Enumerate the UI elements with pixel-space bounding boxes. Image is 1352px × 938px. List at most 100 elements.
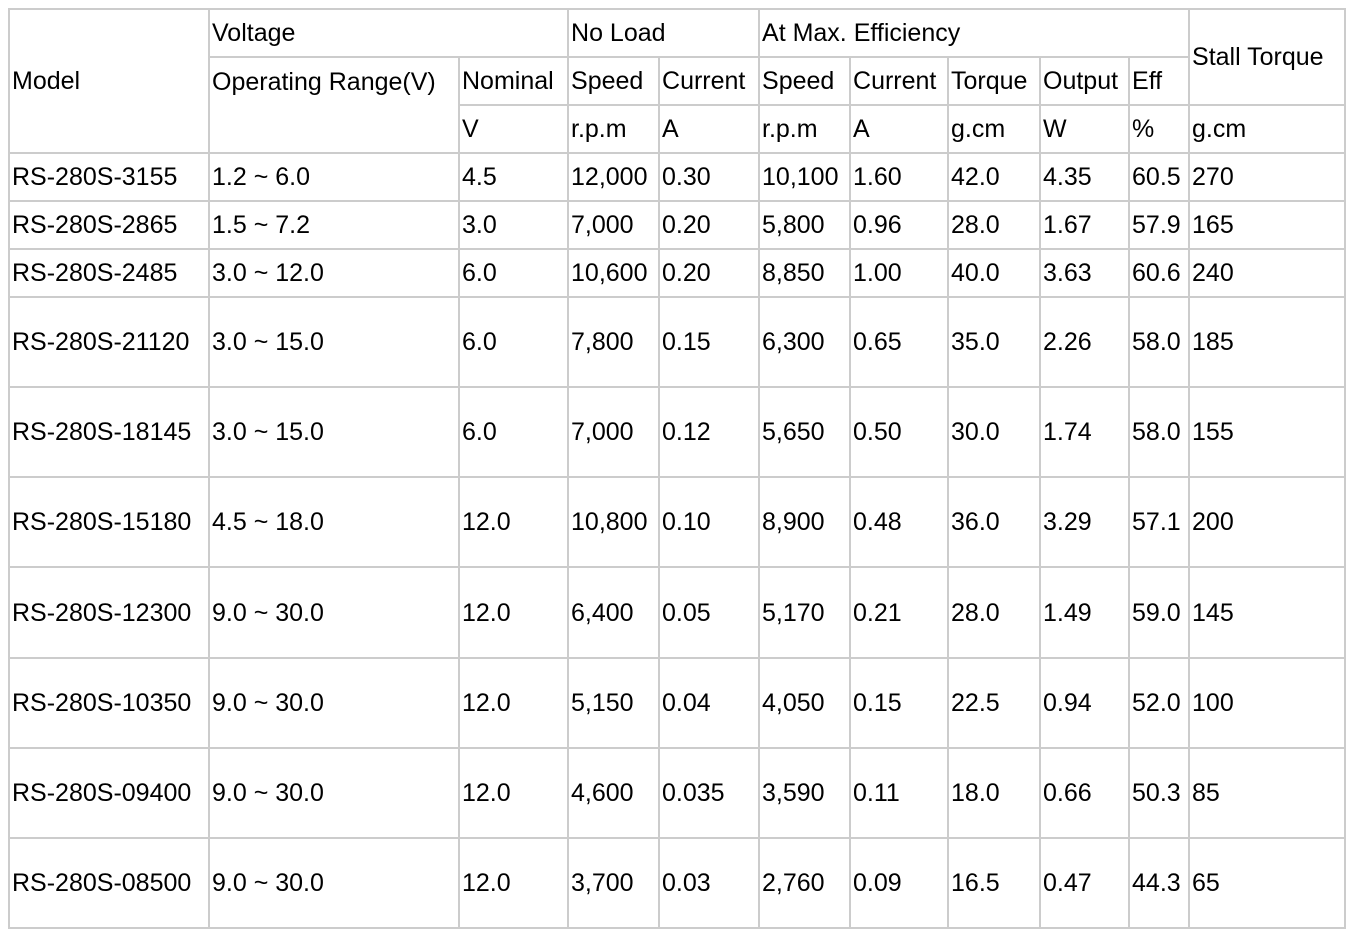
cell-max-eff-speed: 2,760 [758, 836, 852, 930]
cell-stall-torque: 270 [1188, 151, 1347, 203]
unit-torque: g.cm [947, 104, 1042, 154]
table-row: RS-280S-2485 3.0 ~ 12.0 6.0 10,600 0.20 … [8, 248, 1347, 299]
table-row: RS-280S-15180 4.5 ~ 18.0 12.0 10,800 0.1… [8, 476, 1347, 569]
cell-max-eff-output: 3.63 [1039, 248, 1131, 299]
cell-max-eff-torque: 22.5 [947, 656, 1042, 749]
cell-no-load-current: 0.30 [658, 151, 761, 203]
cell-model: RS-280S-15180 [8, 476, 210, 569]
unit-output: W [1039, 104, 1131, 154]
header-model: Model [8, 8, 210, 154]
cell-no-load-speed: 7,000 [567, 200, 661, 251]
cell-nominal-voltage: 6.0 [457, 296, 570, 389]
cell-max-eff-torque: 16.5 [947, 836, 1042, 930]
cell-model: RS-280S-2485 [8, 248, 210, 299]
cell-max-eff-eff: 60.6 [1128, 248, 1191, 299]
cell-operating-range: 4.5 ~ 18.0 [208, 476, 460, 569]
cell-max-eff-speed: 5,650 [758, 386, 852, 479]
cell-no-load-current: 0.10 [658, 476, 761, 569]
header-row-groups: Model Voltage No Load At Max. Efficiency… [8, 8, 1347, 154]
cell-max-eff-current: 1.60 [849, 151, 950, 203]
cell-max-eff-current: 0.21 [849, 566, 950, 659]
header-voltage: Voltage [207, 8, 570, 58]
cell-no-load-speed: 7,000 [567, 386, 661, 479]
cell-max-eff-eff: 52.0 [1128, 656, 1191, 749]
cell-operating-range: 3.0 ~ 12.0 [208, 248, 460, 299]
cell-operating-range: 9.0 ~ 30.0 [208, 656, 460, 749]
table-row: RS-280S-21120 3.0 ~ 15.0 6.0 7,800 0.15 … [8, 296, 1347, 389]
cell-no-load-current: 0.20 [658, 248, 761, 299]
cell-max-eff-eff: 60.5 [1128, 151, 1191, 203]
cell-max-eff-torque: 36.0 [947, 476, 1042, 569]
table-body: RS-280S-3155 1.2 ~ 6.0 4.5 12,000 0.30 1… [8, 151, 1347, 930]
cell-no-load-current: 0.15 [658, 296, 761, 389]
cell-no-load-speed: 5,150 [567, 656, 661, 749]
table-row: RS-280S-09400 9.0 ~ 30.0 12.0 4,600 0.03… [8, 746, 1347, 839]
cell-stall-torque: 65 [1188, 836, 1347, 930]
cell-model: RS-280S-3155 [8, 151, 210, 203]
header-max-eff-speed: Speed [758, 56, 852, 106]
header-max-eff-current: Current [849, 56, 950, 106]
cell-nominal-voltage: 12.0 [457, 836, 570, 930]
cell-max-eff-speed: 10,100 [758, 151, 852, 203]
cell-max-eff-speed: 5,800 [758, 200, 852, 251]
cell-nominal-voltage: 12.0 [457, 476, 570, 569]
header-max-eff-eff: Eff [1128, 56, 1191, 106]
cell-model: RS-280S-21120 [8, 296, 210, 389]
cell-stall-torque: 100 [1188, 656, 1347, 749]
cell-nominal-voltage: 12.0 [457, 746, 570, 839]
cell-max-eff-speed: 5,170 [758, 566, 852, 659]
cell-no-load-current: 0.04 [658, 656, 761, 749]
cell-max-eff-output: 2.26 [1039, 296, 1131, 389]
motor-spec-table: Model Voltage No Load At Max. Efficiency… [8, 8, 1347, 930]
cell-max-eff-torque: 18.0 [947, 746, 1042, 839]
cell-max-eff-output: 4.35 [1039, 151, 1131, 203]
cell-max-eff-eff: 44.3 [1128, 836, 1191, 930]
cell-model: RS-280S-08500 [8, 836, 210, 930]
cell-model: RS-280S-09400 [8, 746, 210, 839]
cell-model: RS-280S-12300 [8, 566, 210, 659]
cell-operating-range: 1.5 ~ 7.2 [208, 200, 460, 251]
header-max-eff-torque: Torque [947, 56, 1042, 106]
cell-nominal-voltage: 12.0 [457, 656, 570, 749]
cell-max-eff-eff: 57.1 [1128, 476, 1191, 569]
cell-max-eff-speed: 8,850 [758, 248, 852, 299]
cell-max-eff-eff: 58.0 [1128, 296, 1191, 389]
cell-max-eff-current: 0.09 [849, 836, 950, 930]
cell-max-eff-eff: 57.9 [1128, 200, 1191, 251]
unit-nominal: V [457, 104, 570, 154]
cell-max-eff-output: 0.94 [1039, 656, 1131, 749]
unit-max-eff-current: A [849, 104, 950, 154]
cell-max-eff-eff: 50.3 [1128, 746, 1191, 839]
cell-max-eff-torque: 30.0 [947, 386, 1042, 479]
cell-stall-torque: 85 [1188, 746, 1347, 839]
cell-no-load-current: 0.20 [658, 200, 761, 251]
cell-max-eff-speed: 8,900 [758, 476, 852, 569]
header-no-load-speed: Speed [567, 56, 661, 106]
cell-max-eff-output: 0.66 [1039, 746, 1131, 839]
cell-stall-torque: 185 [1188, 296, 1347, 389]
cell-max-eff-current: 0.48 [849, 476, 950, 569]
header-nominal: Nominal [457, 56, 570, 106]
cell-max-eff-torque: 28.0 [947, 566, 1042, 659]
unit-no-load-speed: r.p.m [567, 104, 661, 154]
table-row: RS-280S-08500 9.0 ~ 30.0 12.0 3,700 0.03… [8, 836, 1347, 930]
table-row: RS-280S-10350 9.0 ~ 30.0 12.0 5,150 0.04… [8, 656, 1347, 749]
cell-max-eff-torque: 35.0 [947, 296, 1042, 389]
cell-no-load-speed: 12,000 [567, 151, 661, 203]
unit-eff: % [1128, 104, 1191, 154]
cell-no-load-current: 0.03 [658, 836, 761, 930]
header-row-units: V r.p.m A r.p.m A g.cm W % g.cm [9, 104, 1347, 154]
table-header: Model Voltage No Load At Max. Efficiency… [8, 8, 1347, 154]
cell-stall-torque: 200 [1188, 476, 1347, 569]
cell-no-load-speed: 10,600 [567, 248, 661, 299]
cell-no-load-speed: 4,600 [567, 746, 661, 839]
cell-stall-torque: 240 [1188, 248, 1347, 299]
cell-max-eff-torque: 28.0 [947, 200, 1042, 251]
cell-stall-torque: 145 [1188, 566, 1347, 659]
cell-operating-range: 9.0 ~ 30.0 [208, 566, 460, 659]
cell-no-load-speed: 3,700 [567, 836, 661, 930]
cell-max-eff-speed: 4,050 [758, 656, 852, 749]
cell-model: RS-280S-18145 [8, 386, 210, 479]
table-row: RS-280S-2865 1.5 ~ 7.2 3.0 7,000 0.20 5,… [8, 200, 1347, 251]
cell-max-eff-torque: 40.0 [947, 248, 1042, 299]
